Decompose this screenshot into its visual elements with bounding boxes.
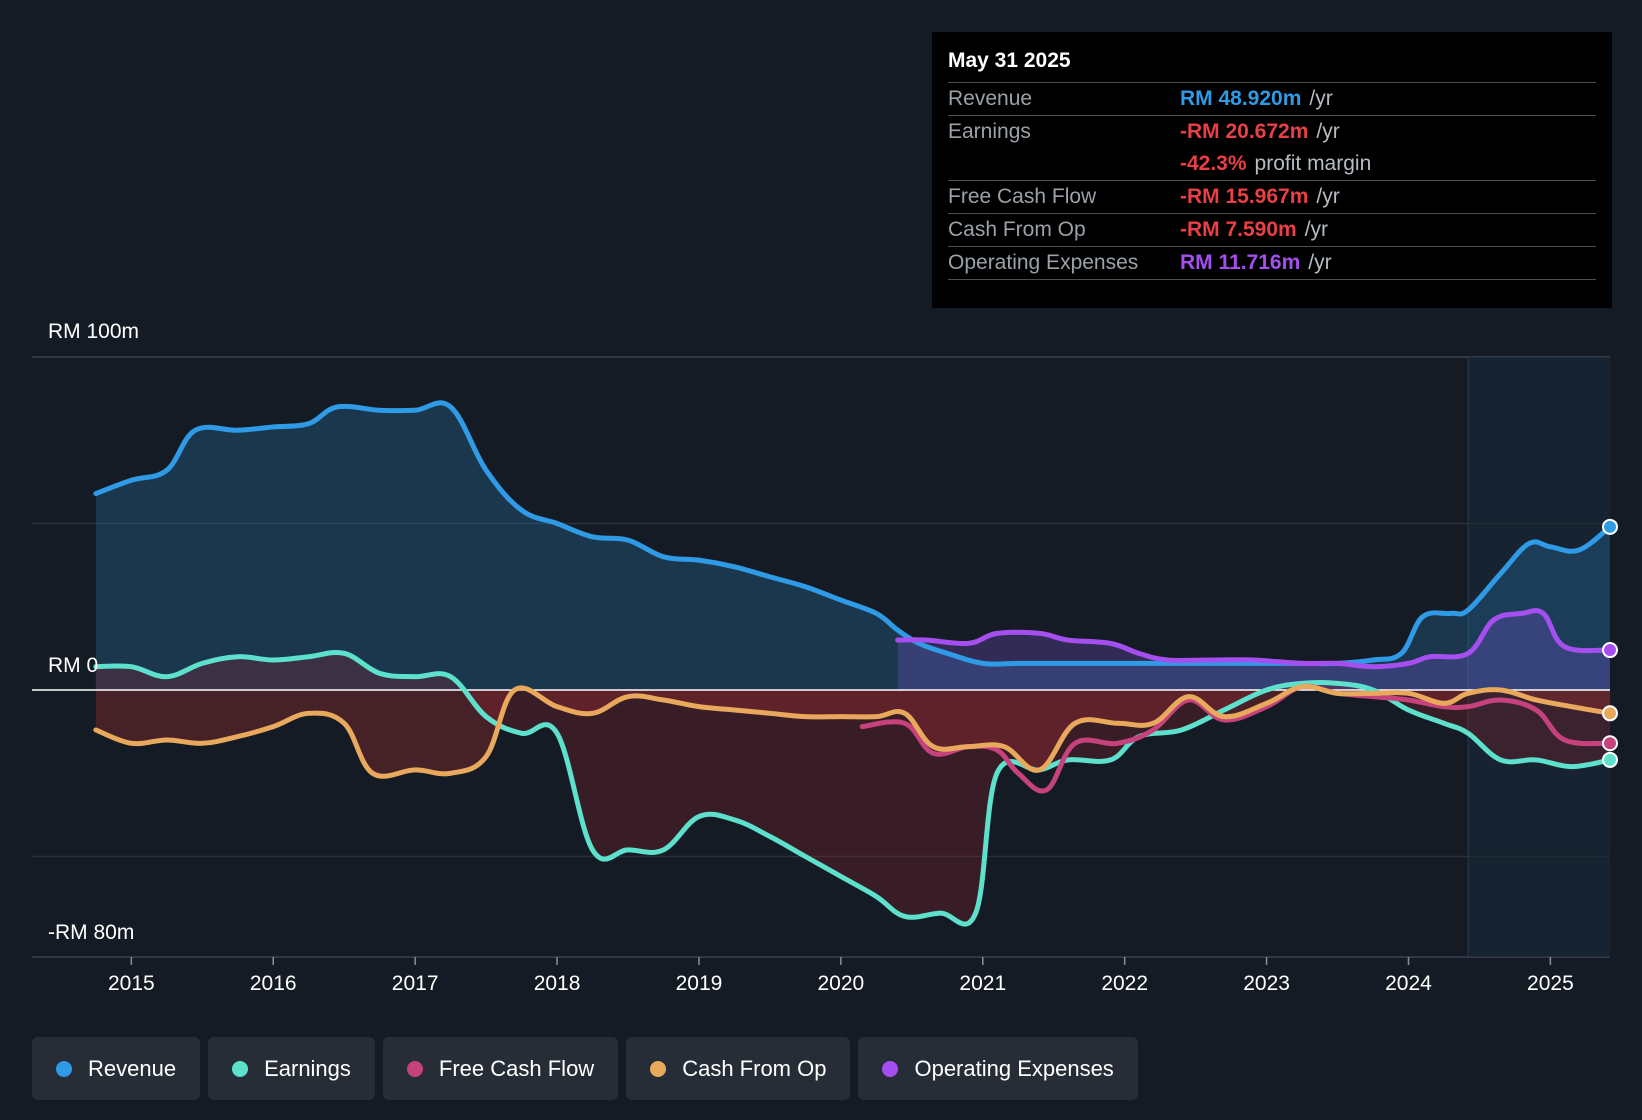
series-end-markers <box>1602 518 1618 768</box>
tooltip-unit: profit margin <box>1254 152 1372 175</box>
x-tick-label: 2025 <box>1527 972 1574 995</box>
legend-item-cash-from-op[interactable]: Cash From Op <box>626 1037 851 1100</box>
end-marker-free-cash-flow <box>1602 735 1618 752</box>
x-tick-label: 2016 <box>250 972 297 995</box>
series-lines <box>93 400 1613 927</box>
legend: Revenue Earnings Free Cash Flow Cash Fro… <box>32 1037 1138 1100</box>
end-marker-operating-expenses <box>1602 642 1618 659</box>
x-tick-label: 2021 <box>959 972 1006 995</box>
end-marker-cash-from-op <box>1602 705 1618 722</box>
forecast-region <box>1468 357 1610 957</box>
legend-dot-icon <box>406 1060 423 1077</box>
y-label-top: RM 100m <box>48 320 140 343</box>
tooltip-value: -RM 20.672m <box>1180 120 1309 143</box>
line-operating-expenses <box>895 607 1613 670</box>
tooltip-label <box>948 148 1180 180</box>
tooltip-panel: May 31 2025 Revenue RM 48.920m/yr Earnin… <box>932 32 1612 308</box>
x-tick-label: 2022 <box>1101 972 1148 995</box>
tooltip-row-free-cash-flow: Free Cash Flow -RM 15.967m/yr <box>948 181 1596 214</box>
tooltip-value: -RM 7.590m <box>1180 218 1297 241</box>
legend-label: Operating Expenses <box>914 1055 1114 1081</box>
x-tick-label: 2019 <box>676 972 723 995</box>
x-tick-label: 2020 <box>818 972 865 995</box>
tooltip-value: RM 11.716m <box>1180 251 1301 274</box>
x-axis-ticks: 2015 2016 2017 2018 2019 2020 2021 2022 2023 2024… <box>108 957 1574 995</box>
series-areas <box>95 402 1610 925</box>
line-revenue <box>93 400 1613 667</box>
tooltip-row-cash-from-op: Cash From Op -RM 7.590m/yr <box>948 214 1596 247</box>
tooltip-value: -RM 15.967m <box>1180 185 1309 208</box>
tooltip-row-profit-margin: -42.3% profit margin <box>948 148 1596 181</box>
legend-label: Revenue <box>88 1055 177 1081</box>
y-label-bottom: -RM 80m <box>48 921 135 944</box>
tooltip-label: Earnings <box>948 120 1031 143</box>
legend-item-operating-expenses[interactable]: Operating Expenses <box>858 1037 1138 1100</box>
tooltip-row-revenue: Revenue RM 48.920m/yr <box>948 83 1596 116</box>
line-cash-from-op <box>93 683 1613 779</box>
tooltip-unit: /yr <box>1309 87 1333 110</box>
gridlines <box>32 356 1610 958</box>
tooltip-unit: /yr <box>1316 185 1340 208</box>
y-label-zero: RM 0 <box>48 654 99 677</box>
tooltip-unit: /yr <box>1304 218 1329 241</box>
x-tick-label: 2018 <box>534 972 581 995</box>
tooltip-value: RM 48.920m <box>1180 87 1302 110</box>
end-marker-earnings <box>1602 751 1618 768</box>
line-earnings <box>93 649 1613 927</box>
tooltip-row-operating-expenses: Operating Expenses RM 11.716m/yr <box>948 247 1596 280</box>
legend-dot-icon <box>882 1060 899 1077</box>
tooltip-value: -42.3% <box>1180 152 1247 175</box>
tooltip-label: Revenue <box>948 87 1033 110</box>
x-tick-label: 2024 <box>1385 972 1432 995</box>
tooltip-unit: /yr <box>1316 120 1340 143</box>
legend-item-revenue[interactable]: Revenue <box>32 1037 201 1100</box>
x-tick-label: 2015 <box>108 972 155 995</box>
tooltip-date: May 31 2025 <box>948 46 1596 83</box>
x-tick-label: 2023 <box>1243 972 1290 995</box>
legend-label: Free Cash Flow <box>438 1055 595 1081</box>
tooltip-label: Cash From Op <box>948 218 1086 241</box>
tooltip-unit: /yr <box>1308 251 1332 274</box>
tooltip-label: Free Cash Flow <box>948 185 1097 208</box>
legend-label: Cash From Op <box>682 1055 827 1081</box>
end-marker-revenue <box>1602 518 1618 535</box>
legend-dot-icon <box>232 1060 249 1077</box>
legend-dot-icon <box>650 1060 667 1077</box>
legend-item-earnings[interactable]: Earnings <box>208 1037 375 1100</box>
x-tick-label: 2017 <box>392 972 439 995</box>
area-revenue <box>95 402 1610 690</box>
area-earnings <box>95 652 1610 925</box>
legend-item-free-cash-flow[interactable]: Free Cash Flow <box>382 1037 619 1100</box>
legend-label: Earnings <box>264 1055 351 1081</box>
tooltip-row-earnings: Earnings -RM 20.672m/yr <box>948 116 1596 148</box>
area-operating-expenses <box>897 610 1610 690</box>
tooltip-label: Operating Expenses <box>948 251 1139 274</box>
legend-dot-icon <box>56 1060 72 1077</box>
